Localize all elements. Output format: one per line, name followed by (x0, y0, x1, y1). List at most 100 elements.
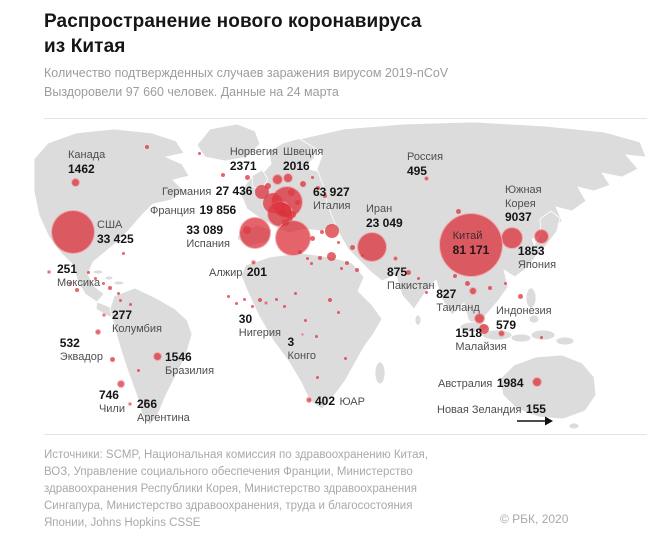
minor-case-dot (303, 318, 307, 322)
minor-case-dot (424, 290, 428, 294)
minor-case-dot (243, 226, 251, 234)
minor-case-dot (128, 302, 132, 306)
country-value: 9037 (505, 210, 532, 224)
landmass-africa (240, 252, 383, 410)
landmass-greenland (196, 123, 261, 162)
country-bubble (357, 232, 387, 262)
country-bubble (306, 397, 312, 403)
country-label: 402 ЮАР (315, 394, 365, 410)
minor-case-dot (221, 173, 225, 177)
minor-case-dot (265, 183, 271, 189)
country-bubble (275, 220, 311, 256)
landmass-north-america (34, 128, 190, 303)
country-label: Иран 23 049 (366, 203, 403, 230)
country-label: Алжир 201 (209, 265, 267, 281)
country-value: 277 (112, 308, 133, 322)
country-label: Норвегия 2371 (230, 146, 278, 173)
country-name: Норвегия (229, 146, 278, 158)
minor-case-dot (503, 281, 507, 285)
landmass-indonesia (528, 314, 540, 324)
country-label: 1518 Малайзия (455, 326, 506, 354)
country-name: Колумбия (112, 322, 162, 335)
country-value: 266 (137, 397, 158, 411)
minor-case-dot (355, 268, 359, 272)
minor-case-dot (271, 194, 279, 202)
country-name: Германия (162, 186, 212, 198)
country-label: 3 Конго (288, 335, 317, 363)
minor-case-dot (287, 188, 295, 196)
minor-case-dot (416, 276, 420, 280)
country-value: 2371 (229, 158, 257, 173)
minor-case-dot (101, 281, 105, 285)
country-bubble (117, 380, 125, 388)
subtitle-line-2: Выздоровели 97 660 человек. Данные на 24… (44, 85, 339, 99)
minor-case-dot (118, 298, 122, 302)
country-label: 746 Чили (98, 388, 125, 416)
minor-case-dot (326, 251, 336, 261)
landmass-australia (499, 354, 597, 420)
country-value: 827 (436, 287, 457, 301)
sources-line: ВОЗ, Управление социального обеспечения … (44, 466, 413, 478)
minor-case-dot (281, 218, 289, 226)
country-label: 266 Аргентина (137, 397, 190, 425)
country-name: ЮАР (339, 396, 365, 408)
landmass-caribbean (113, 280, 125, 286)
minor-case-dot (328, 298, 332, 302)
country-label: Франция 19 856 (150, 203, 236, 219)
country-label: Германия 27 436 (162, 184, 252, 200)
minor-case-dot (336, 310, 340, 314)
minor-case-dot (136, 368, 140, 372)
minor-case-dot (464, 280, 470, 286)
offmap-arrow-icon (517, 416, 553, 426)
minor-case-dot (242, 297, 246, 301)
minor-case-dot (539, 335, 543, 339)
country-name: США (97, 219, 123, 231)
country-value: 30 (238, 312, 253, 326)
minor-case-dot (75, 288, 79, 292)
country-bubble (532, 377, 542, 387)
country-name: Канада (68, 149, 106, 161)
country-name: Франция (150, 205, 196, 217)
minor-case-dot (405, 269, 411, 275)
sources-line: Источники: SCMP, Национальная комиссия п… (44, 449, 428, 461)
country-label: 1853 Япония (518, 244, 556, 272)
country-bubble (423, 175, 429, 181)
country-bubble (300, 332, 304, 336)
country-label: Индонезия 579 (496, 305, 552, 332)
sources-line: Японии, Johns Hopkins CSSE (44, 517, 201, 529)
country-bubble (128, 402, 132, 406)
minor-case-dot (315, 375, 319, 379)
country-value: 402 (315, 394, 336, 408)
country-name: Мексика (57, 276, 101, 289)
country-bubble (264, 301, 268, 305)
country-label: 875 Пакистан (387, 265, 435, 293)
minor-case-dot (93, 276, 97, 280)
minor-case-dot (298, 250, 302, 254)
country-value: 63 927 (313, 185, 350, 199)
country-name: Таиланд (436, 301, 480, 314)
country-bubble (95, 329, 101, 335)
top-divider (44, 118, 647, 119)
minor-case-dot (250, 304, 254, 308)
country-label: 1546 Бразилия (165, 350, 214, 378)
minor-case-dot (234, 301, 238, 305)
country-value: 746 (98, 388, 119, 402)
minor-case-dot (360, 253, 364, 257)
country-value: 33 425 (97, 231, 134, 246)
country-bubble (70, 177, 80, 187)
country-value: 201 (246, 265, 267, 279)
minor-case-dot (274, 297, 278, 301)
minor-case-dot (143, 398, 147, 402)
country-label: 827 Таиланд (436, 287, 480, 315)
country-label: Южная Корея 9037 (505, 184, 542, 225)
minor-case-dot (258, 298, 262, 302)
minor-case-dot (116, 291, 120, 295)
minor-case-dot (455, 208, 461, 214)
minor-case-dot (339, 266, 343, 270)
label-line: Новая Зеландия 155 (437, 402, 546, 418)
country-name: Италия (313, 199, 351, 212)
minor-case-dot (316, 186, 320, 190)
landmass-indonesia (510, 333, 532, 343)
country-bubble (439, 213, 503, 277)
